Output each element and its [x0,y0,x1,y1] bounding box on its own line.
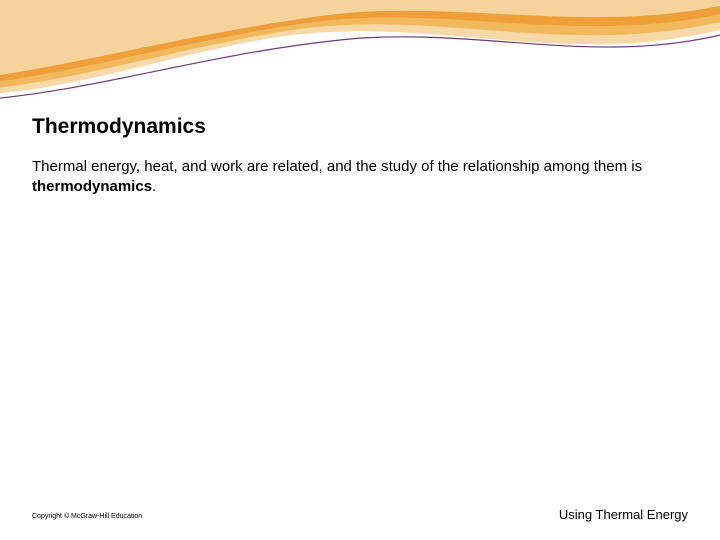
header-wave [0,0,720,120]
body-bold-term: thermodynamics [32,178,152,195]
content-area: Thermodynamics Thermal energy, heat, and… [32,115,688,198]
footer-right-text: Using Thermal Energy [559,507,688,522]
slide-title: Thermodynamics [32,115,688,139]
slide: Thermodynamics Thermal energy, heat, and… [0,0,720,540]
body-suffix: . [152,178,156,195]
body-prefix: Thermal energy, heat, and work are relat… [32,158,642,175]
copyright-text: Copyright © McGraw-Hill Education [32,513,142,520]
body-text: Thermal energy, heat, and work are relat… [32,157,688,198]
